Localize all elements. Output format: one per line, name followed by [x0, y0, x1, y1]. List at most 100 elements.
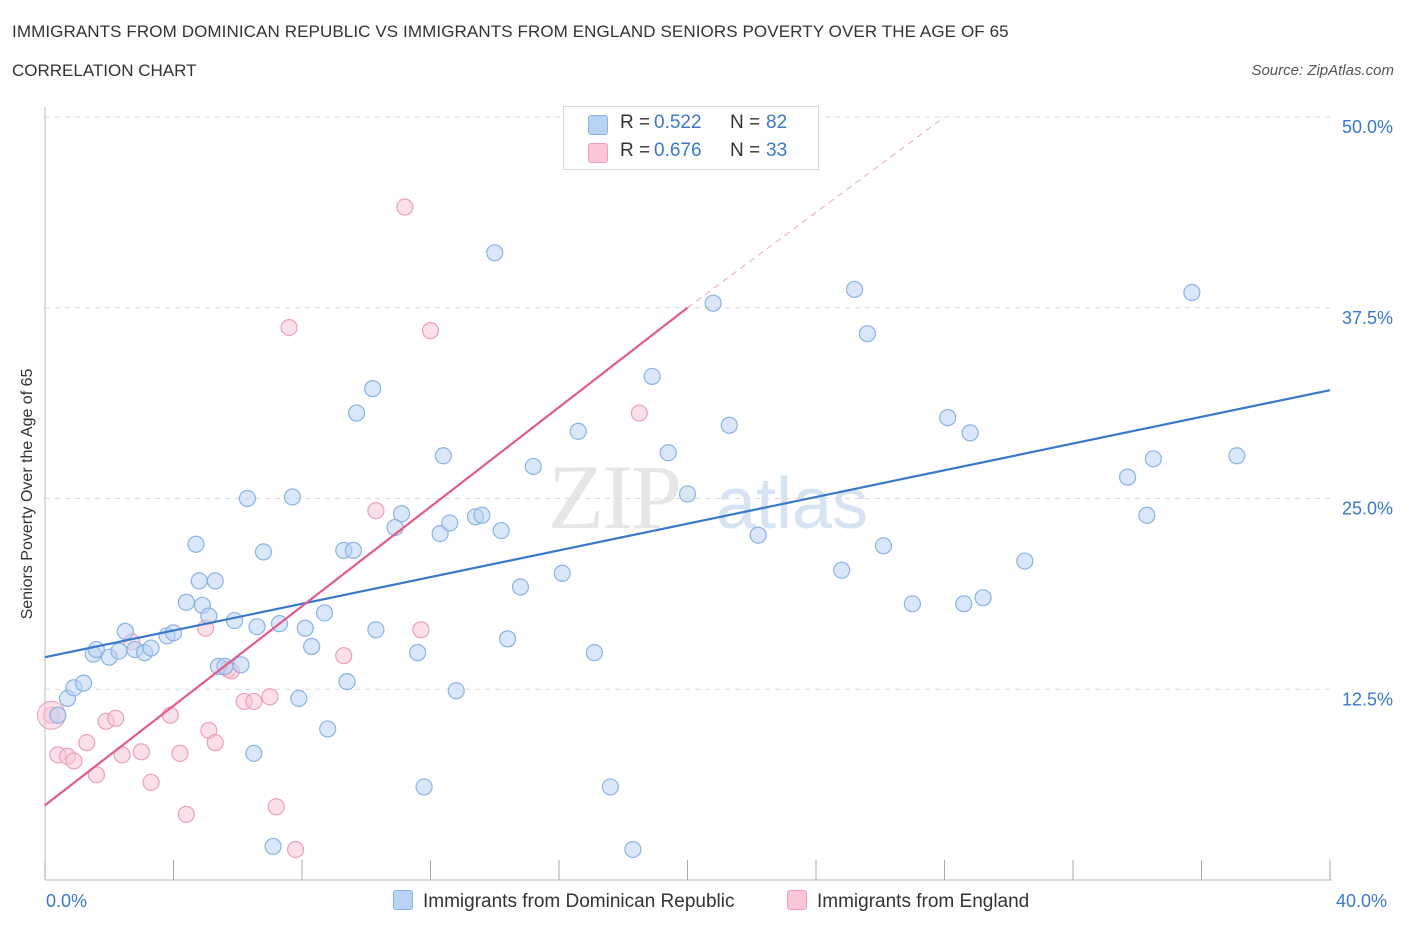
dominican-point — [206, 572, 224, 590]
dominican-point — [164, 624, 183, 642]
dominican-point — [116, 622, 134, 640]
y-tick-label: 37.5% — [1342, 308, 1393, 328]
dominican-point — [974, 589, 992, 607]
dominican-point — [319, 720, 337, 738]
england-point — [107, 709, 125, 727]
england-point — [261, 688, 279, 706]
dominican-point — [1138, 506, 1156, 524]
dominican-point — [283, 488, 301, 506]
dominican-point — [874, 537, 893, 555]
bottom-legend-swatch-pink — [787, 890, 807, 910]
dominican-point — [441, 514, 459, 532]
y-tick-label: 25.0% — [1342, 499, 1393, 519]
dominican-point — [315, 604, 334, 622]
england-point — [280, 318, 298, 337]
dominican-point — [110, 642, 128, 660]
bottom-legend-label: Immigrants from Dominican Republic — [423, 891, 735, 912]
dominican-point — [232, 656, 250, 674]
dominican-point — [177, 593, 195, 611]
dominican-point — [569, 422, 587, 440]
svg-text:atlas: atlas — [716, 464, 868, 544]
dominican-point — [264, 837, 282, 856]
chart-title: IMMIGRANTS FROM DOMINICAN REPUBLIC VS IM… — [12, 22, 1009, 41]
england-trendline — [44, 306, 689, 807]
england-point — [177, 805, 195, 823]
dominican-point — [833, 561, 851, 579]
axes — [44, 107, 1332, 881]
dominican-point — [492, 521, 510, 540]
bottom-legend-swatch-blue — [393, 890, 413, 910]
dominican-point — [624, 840, 642, 859]
dominican-point — [190, 572, 208, 590]
dominican-point — [720, 416, 738, 434]
y-tick-label: 12.5% — [1342, 689, 1393, 709]
dominican-point — [1144, 450, 1162, 468]
dominican-point — [74, 674, 93, 692]
watermark: ZIP atlas — [548, 446, 868, 548]
england-point — [335, 647, 353, 665]
legend-r-label: R = — [620, 140, 651, 161]
svg-text:ZIP: ZIP — [548, 446, 680, 548]
legend-swatch-pink — [588, 143, 608, 163]
dominican-point — [238, 489, 256, 508]
england-point — [206, 734, 224, 752]
dominican-point — [678, 485, 697, 503]
dominican-points — [49, 244, 1246, 859]
legend-r-label: R = — [620, 112, 651, 133]
legend-n-value: 33 — [766, 140, 788, 161]
england-point — [396, 198, 414, 216]
dominican-point — [290, 689, 308, 708]
dominican-point — [511, 578, 530, 596]
legend-n-label: N = — [730, 140, 761, 161]
dominican-point — [248, 618, 266, 636]
england-point — [171, 744, 189, 762]
england-point — [267, 798, 285, 816]
dominican-point — [955, 595, 973, 613]
legend-r-value: 0.522 — [654, 112, 702, 133]
trendlines — [44, 116, 1331, 807]
dominican-point — [338, 673, 356, 691]
england-point — [630, 404, 648, 422]
dominican-point — [858, 325, 877, 343]
dominican-point — [939, 409, 957, 427]
england-point — [142, 773, 160, 791]
source-label: Source: ZipAtlas.com — [1251, 62, 1394, 79]
dominican-point — [447, 682, 465, 700]
bottom-legend-england: Immigrants from England — [787, 890, 1029, 913]
dominican-trendline — [44, 389, 1331, 659]
dominican-point — [601, 778, 620, 796]
dominican-point — [49, 706, 67, 724]
y-tick-labels: 12.5% 25.0% 37.5% 50.0% — [1342, 117, 1393, 709]
y-axis-label-text: Seniors Poverty Over the Age of 65 — [19, 368, 36, 620]
england-point — [65, 752, 83, 770]
y-tick-label: 50.0% — [1342, 117, 1393, 137]
dominican-point — [704, 294, 722, 312]
england-trendline-extension — [687, 116, 945, 309]
dominican-point — [486, 244, 504, 262]
dominican-point — [142, 639, 160, 657]
dominican-point — [434, 447, 452, 465]
legend-swatch-blue — [588, 115, 608, 135]
legend-r-value: 0.676 — [654, 140, 702, 161]
dominican-point — [659, 444, 677, 462]
dominican-point — [431, 524, 449, 543]
dominican-point — [254, 543, 273, 561]
dominican-point — [367, 621, 385, 639]
dominican-point — [643, 367, 661, 386]
dominican-point — [296, 619, 314, 637]
dominican-point — [585, 644, 603, 662]
dominican-point — [1119, 468, 1137, 486]
dominican-point — [415, 778, 433, 796]
bottom-legend-dominican: Immigrants from Dominican Republic — [393, 890, 735, 913]
dominican-point — [553, 564, 571, 582]
dominican-point — [524, 457, 542, 476]
legend-n-label: N = — [730, 112, 761, 133]
england-point — [421, 322, 440, 340]
dominican-point — [187, 535, 205, 553]
dominican-point — [903, 595, 921, 613]
dominican-point — [749, 526, 767, 544]
england-point — [286, 840, 305, 859]
dominican-point — [499, 630, 517, 648]
dominican-point — [344, 541, 362, 559]
dominican-point — [409, 644, 427, 662]
